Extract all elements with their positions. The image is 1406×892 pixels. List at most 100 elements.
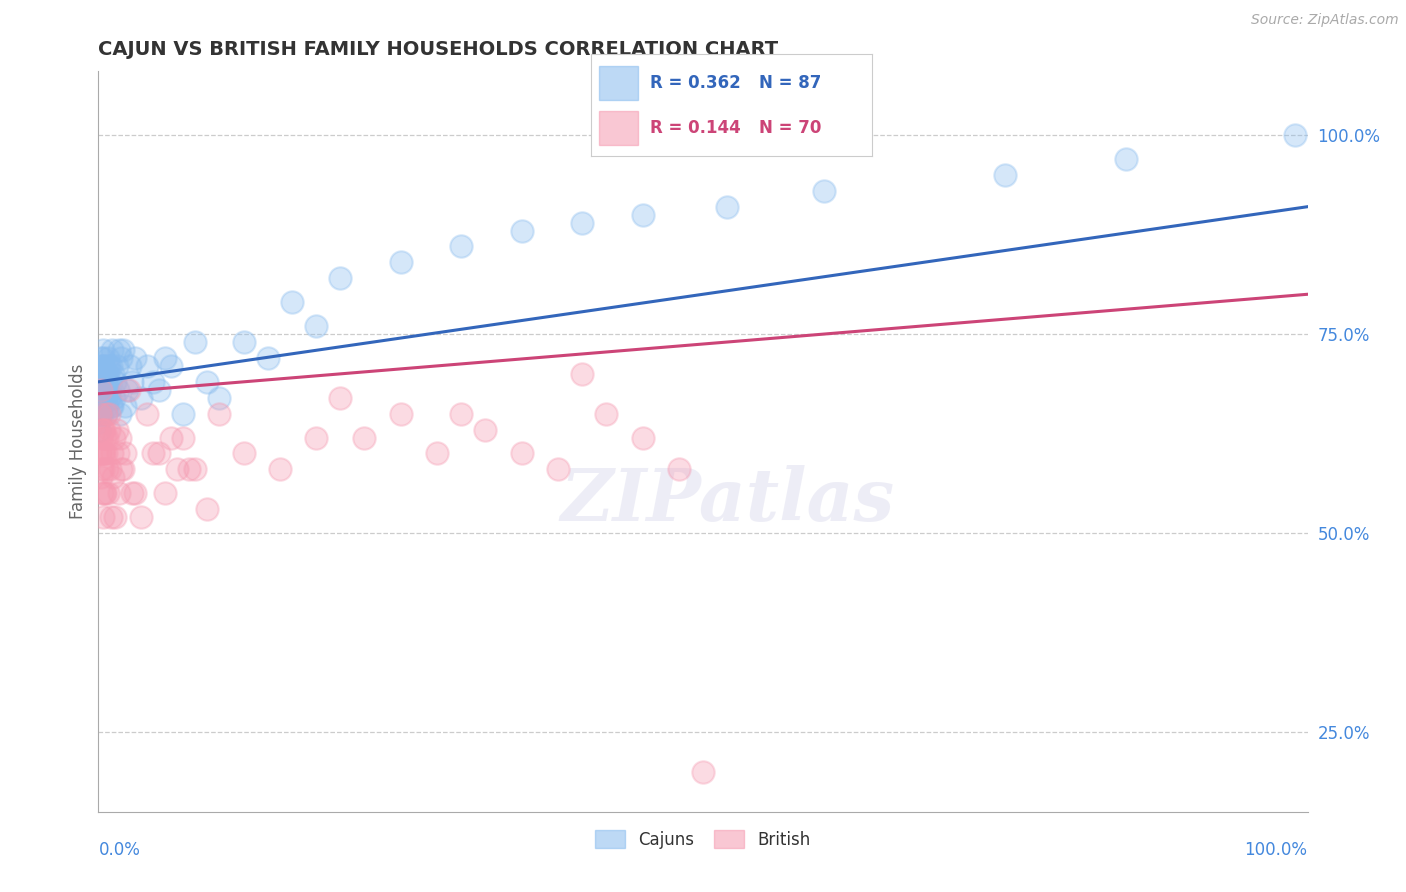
Point xyxy=(89,391,111,405)
Point xyxy=(114,446,136,460)
Point xyxy=(96,383,118,397)
Point xyxy=(510,223,533,237)
Point xyxy=(813,184,835,198)
Point xyxy=(96,431,118,445)
Point xyxy=(269,462,291,476)
Point xyxy=(90,462,112,476)
Point xyxy=(668,462,690,476)
Point xyxy=(111,462,134,476)
Point xyxy=(94,407,117,421)
Point xyxy=(93,367,115,381)
Point xyxy=(101,367,124,381)
Point xyxy=(89,399,111,413)
Point xyxy=(90,383,112,397)
Point xyxy=(208,407,231,421)
Point xyxy=(90,431,112,445)
Point xyxy=(89,407,111,421)
Point xyxy=(100,510,122,524)
Point xyxy=(96,462,118,476)
Point xyxy=(631,431,654,445)
Point xyxy=(100,343,122,357)
Point xyxy=(142,375,165,389)
Point xyxy=(474,423,496,437)
Point xyxy=(104,510,127,524)
Point xyxy=(184,334,207,349)
Point xyxy=(91,375,114,389)
Point xyxy=(89,383,111,397)
Point xyxy=(232,446,254,460)
Point xyxy=(1115,152,1137,166)
Point xyxy=(107,446,129,460)
Point xyxy=(631,208,654,222)
Point xyxy=(97,486,120,500)
Point xyxy=(93,367,115,381)
Point xyxy=(114,399,136,413)
Point xyxy=(450,239,472,253)
Point xyxy=(184,462,207,476)
Point xyxy=(692,764,714,779)
Point xyxy=(93,391,115,405)
Point xyxy=(94,367,117,381)
Point xyxy=(148,383,170,397)
Point xyxy=(117,383,139,397)
Point xyxy=(256,351,278,365)
Text: R = 0.144: R = 0.144 xyxy=(650,119,741,136)
Point xyxy=(87,415,110,429)
Point xyxy=(93,446,115,460)
Point xyxy=(510,446,533,460)
Point xyxy=(96,399,118,413)
Point xyxy=(89,407,111,421)
Text: N = 70: N = 70 xyxy=(759,119,821,136)
Point xyxy=(91,343,114,357)
Point xyxy=(148,446,170,460)
Point xyxy=(124,351,146,365)
Point xyxy=(96,375,118,389)
Point xyxy=(97,423,120,437)
Point xyxy=(571,367,593,381)
Point xyxy=(166,462,188,476)
Point xyxy=(329,391,352,405)
Point xyxy=(103,391,125,405)
Point xyxy=(91,367,114,381)
Point xyxy=(142,446,165,460)
Point xyxy=(89,375,111,389)
Point xyxy=(96,359,118,373)
Point xyxy=(105,423,128,437)
Point xyxy=(93,446,115,460)
Point xyxy=(1284,128,1306,142)
Point xyxy=(281,295,304,310)
Point xyxy=(232,334,254,349)
Text: ZIPatlas: ZIPatlas xyxy=(560,466,894,536)
Point xyxy=(97,391,120,405)
Point xyxy=(91,510,114,524)
Point xyxy=(98,383,121,397)
Point xyxy=(108,407,131,421)
Point xyxy=(98,407,121,421)
Point xyxy=(93,359,115,373)
Point xyxy=(305,431,328,445)
Point xyxy=(110,351,132,365)
Point xyxy=(107,383,129,397)
Point xyxy=(97,351,120,365)
Point xyxy=(389,407,412,421)
Legend: Cajuns, British: Cajuns, British xyxy=(588,823,818,855)
Point xyxy=(91,423,114,437)
Point xyxy=(135,359,157,373)
Point xyxy=(104,375,127,389)
Point xyxy=(160,431,183,445)
Point xyxy=(90,391,112,405)
Point xyxy=(547,462,569,476)
Point xyxy=(105,359,128,373)
Point xyxy=(389,255,412,269)
Point xyxy=(153,486,176,500)
Point xyxy=(994,168,1017,182)
Point xyxy=(96,367,118,381)
Point xyxy=(90,407,112,421)
Point xyxy=(129,391,152,405)
Point xyxy=(108,486,131,500)
Point xyxy=(160,359,183,373)
Point xyxy=(450,407,472,421)
Point xyxy=(103,431,125,445)
Point xyxy=(100,399,122,413)
Point xyxy=(89,367,111,381)
